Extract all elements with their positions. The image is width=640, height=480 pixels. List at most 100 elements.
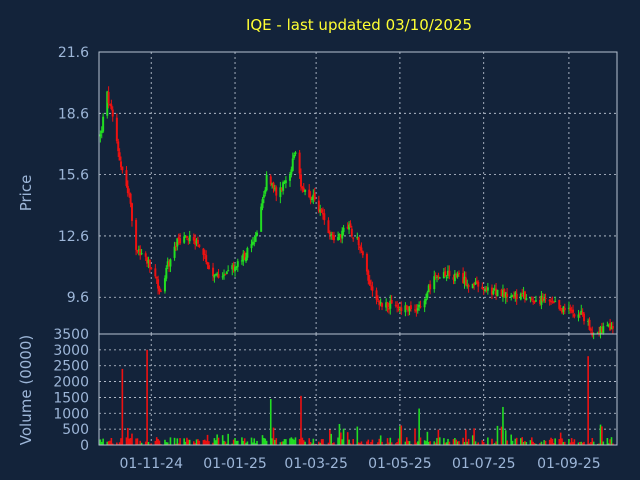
volume-bar — [274, 439, 276, 445]
candle-body — [330, 234, 333, 236]
volume-bar — [234, 438, 236, 445]
volume-bar — [359, 442, 361, 445]
candle-body — [236, 261, 239, 267]
candle-body — [578, 313, 581, 315]
candle-body — [600, 327, 603, 332]
volume-bar — [410, 443, 412, 445]
volume-bar — [349, 443, 352, 445]
candle-body — [551, 301, 554, 303]
volume-bar — [194, 442, 196, 445]
volume-bar — [341, 439, 343, 445]
candle-body — [205, 255, 208, 262]
volume-bar — [223, 440, 225, 445]
volume-bar — [491, 438, 493, 445]
x-tick-label: 01-01-25 — [203, 456, 267, 472]
candle-body — [462, 273, 465, 284]
volume-bar — [504, 430, 507, 445]
candle-body — [243, 252, 246, 260]
volume-bar — [407, 440, 409, 445]
volume-bar — [214, 440, 217, 445]
candle-body — [511, 295, 514, 297]
candle-body — [471, 283, 474, 289]
volume-bar — [436, 438, 438, 445]
candle-body — [423, 300, 426, 308]
volume-bar — [531, 437, 533, 445]
volume-bar — [140, 442, 143, 445]
price-plot-frame — [98, 51, 618, 335]
volume-bar — [320, 439, 323, 445]
volume-bar — [408, 441, 411, 445]
candle-body — [128, 193, 131, 195]
volume-bar — [502, 406, 504, 445]
volume-bar — [588, 443, 591, 445]
volume-bar — [583, 441, 585, 445]
x-tick-label: 01-05-25 — [368, 456, 432, 472]
volume-bar — [318, 441, 320, 445]
candle-body — [310, 198, 313, 200]
candle-body — [457, 272, 460, 275]
volume-bar — [559, 432, 562, 445]
volume-bar — [495, 441, 497, 445]
candle-body — [385, 302, 388, 308]
candle-body — [416, 308, 419, 311]
candle-body — [370, 285, 373, 287]
volume-bar — [195, 439, 198, 445]
volume-bar — [231, 443, 234, 445]
candle-body — [174, 245, 177, 248]
candle-body — [253, 242, 256, 244]
candle-body — [482, 288, 485, 290]
candle-body — [317, 200, 320, 212]
candle-body — [157, 279, 160, 289]
candle-body — [386, 302, 389, 307]
candle-body — [309, 196, 312, 200]
candle-body — [139, 249, 142, 256]
candle-body — [227, 270, 230, 272]
candle-body — [232, 264, 235, 270]
candle-body — [240, 260, 243, 262]
volume-bar — [455, 439, 458, 445]
candle-body — [158, 287, 161, 292]
volume-bar — [558, 439, 561, 445]
candle-body — [225, 271, 228, 275]
candle-body — [519, 293, 522, 300]
candle-body — [245, 257, 248, 262]
candle-body — [359, 246, 362, 249]
volume-bar — [280, 441, 283, 445]
volume-bar — [458, 441, 460, 445]
candle-body — [107, 91, 110, 104]
volume-bar — [379, 435, 382, 445]
volume-bar — [285, 439, 287, 445]
candle-body — [533, 300, 536, 303]
candle-body — [179, 238, 182, 244]
candle-body — [224, 273, 227, 275]
candle-body — [512, 295, 515, 299]
volume-bar — [198, 440, 201, 445]
volume-bar — [404, 441, 407, 445]
volume-bar — [390, 442, 393, 445]
volume-bar — [338, 423, 341, 445]
candle-body — [221, 276, 224, 278]
candle-body — [319, 209, 322, 213]
volume-bar — [183, 438, 185, 445]
candle-body — [444, 271, 447, 277]
candle-body — [265, 174, 268, 191]
candle-body — [308, 189, 311, 198]
volume-bar — [532, 441, 534, 445]
volume-bar — [155, 437, 158, 445]
volume-bar — [275, 438, 278, 445]
volume-bar — [225, 443, 228, 445]
candle-body — [146, 257, 149, 264]
candle-body — [298, 152, 301, 174]
volume-bar — [569, 442, 572, 445]
volume-bar — [116, 442, 118, 445]
candle-body — [291, 158, 294, 171]
volume-bar — [298, 439, 301, 445]
candle-body — [523, 291, 526, 300]
candle-body — [496, 289, 499, 297]
candle-body — [246, 248, 249, 258]
candle-body — [304, 189, 307, 192]
volume-bar — [301, 437, 304, 445]
candle-body — [212, 267, 215, 277]
candle-body — [442, 272, 445, 279]
candle-body — [394, 304, 397, 306]
